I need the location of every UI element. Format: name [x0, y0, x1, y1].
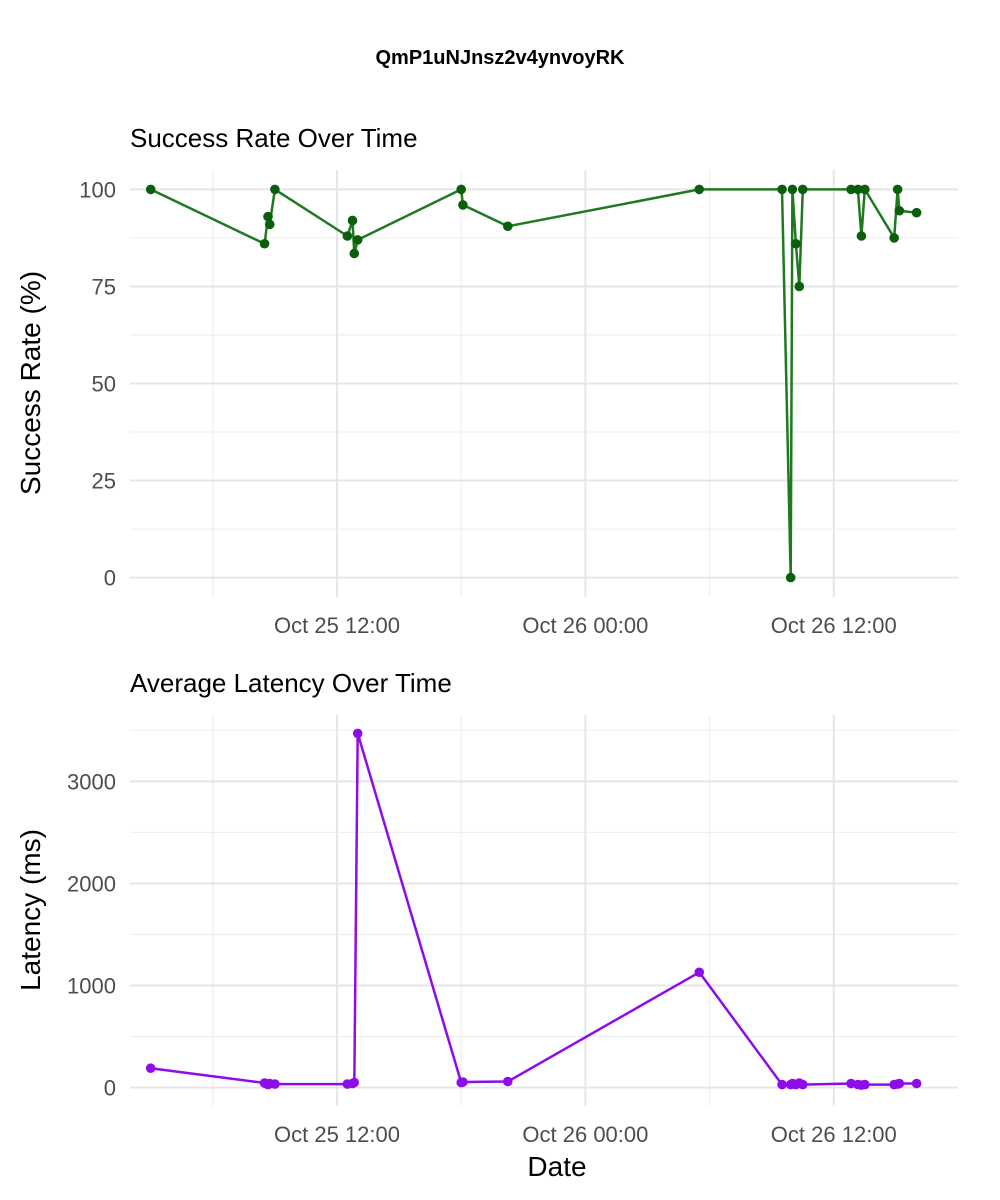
data-point — [777, 184, 787, 195]
data-point — [145, 184, 156, 195]
latency-panel: 0 1000 2000 3000 Oct 25 12:00 Oct 26 00:00 Oct… — [15, 668, 958, 1147]
data-point — [342, 231, 353, 241]
data-point — [502, 221, 513, 232]
data-point — [349, 248, 360, 259]
data-point — [694, 184, 705, 195]
data-point — [892, 184, 903, 195]
y-tick-label: 0 — [104, 566, 116, 591]
y-tick-label: 2000 — [67, 871, 116, 896]
data-point — [791, 238, 801, 249]
data-point — [794, 281, 805, 292]
panel-title: Success Rate Over Time — [130, 123, 418, 153]
data-point — [458, 200, 468, 210]
y-tick-label: 25 — [92, 469, 116, 494]
data-point — [787, 184, 798, 195]
data-point — [270, 1079, 280, 1089]
data-point — [860, 1079, 870, 1090]
data-point — [263, 211, 273, 222]
y-tick-label: 100 — [79, 177, 116, 202]
data-point — [777, 1079, 787, 1090]
data-point — [352, 235, 363, 245]
data-point — [145, 1063, 156, 1074]
x-tick-label: Oct 26 00:00 — [522, 1122, 648, 1147]
data-point — [797, 184, 808, 195]
data-point — [894, 205, 905, 216]
y-tick-label: 50 — [92, 372, 116, 397]
data-point — [853, 184, 863, 195]
success-rate-panel: 0 25 50 75 100 Oct 25 12:00 Oct 26 00:00 Oct 26… — [15, 123, 958, 638]
data-point — [352, 728, 363, 739]
data-point — [911, 1078, 922, 1089]
y-tick-label: 3000 — [67, 769, 116, 794]
data-point — [347, 215, 358, 226]
x-axis-title: Date — [527, 1151, 586, 1182]
data-point — [270, 184, 280, 195]
y-tick-label: 75 — [92, 274, 116, 299]
data-point — [856, 231, 867, 241]
data-point — [797, 1079, 808, 1090]
series-line — [150, 732, 917, 1087]
data-point — [694, 967, 705, 978]
data-point — [456, 184, 467, 195]
data-point — [349, 1077, 360, 1088]
y-tick-label: 1000 — [67, 974, 116, 999]
x-tick-label: Oct 25 12:00 — [274, 613, 400, 638]
y-axis-title: Latency (ms) — [15, 829, 46, 991]
data-point — [860, 184, 870, 195]
figure-title: QmP1uNJnsz2v4ynvoyRK — [376, 47, 626, 69]
panel-title: Average Latency Over Time — [130, 668, 452, 698]
data-point — [502, 1076, 513, 1087]
data-point — [264, 219, 275, 230]
data-point — [894, 1078, 905, 1089]
y-tick-label: 0 — [104, 1076, 116, 1101]
data-point — [846, 184, 856, 195]
x-tick-label: Oct 26 12:00 — [771, 613, 897, 638]
x-tick-label: Oct 25 12:00 — [274, 1122, 400, 1147]
data-point — [259, 238, 270, 249]
data-point — [911, 207, 922, 218]
x-tick-label: Oct 26 00:00 — [522, 613, 648, 638]
data-point — [785, 572, 796, 583]
y-axis-title: Success Rate (%) — [15, 271, 46, 495]
data-point — [889, 233, 899, 243]
x-tick-label: Oct 26 12:00 — [771, 1122, 897, 1147]
data-point — [458, 1077, 468, 1087]
